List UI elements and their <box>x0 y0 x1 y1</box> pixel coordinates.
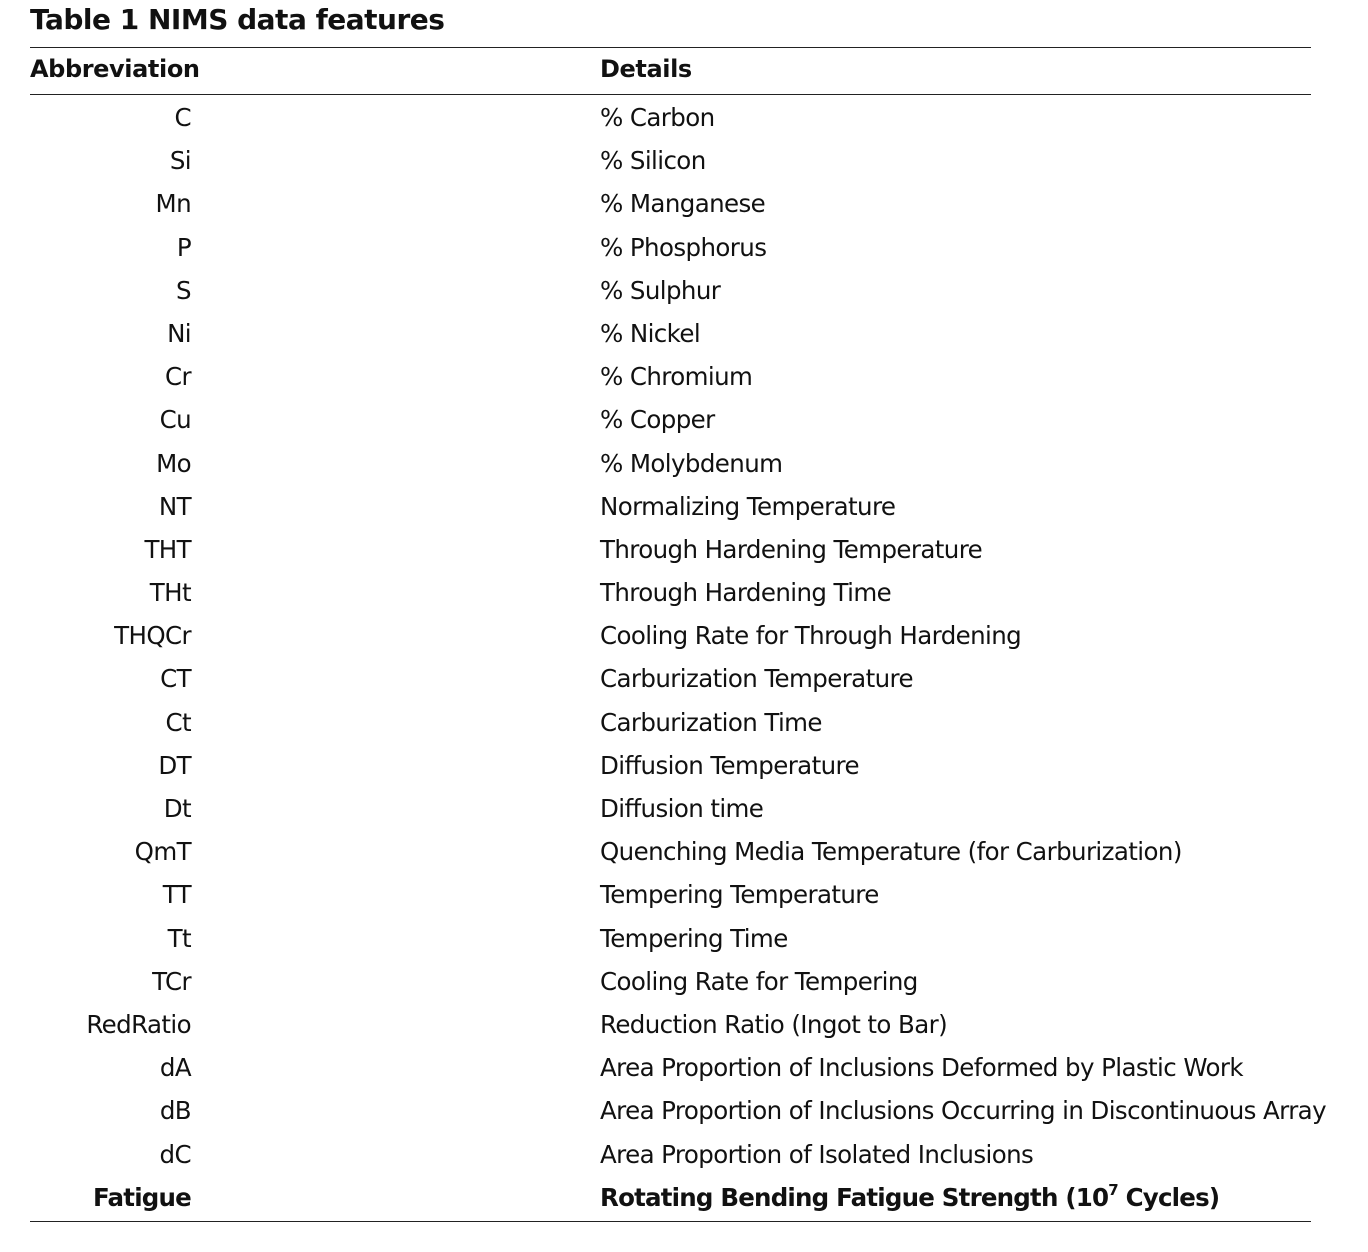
details-cell: Area Proportion of Isolated Inclusions <box>600 1139 1034 1169</box>
abbreviation-cell: Ct <box>165 707 191 737</box>
abbreviation-cell: Si <box>169 146 192 176</box>
table-row: P % Phosphorus <box>30 230 1311 273</box>
details-cell: Diffusion Temperature <box>600 750 860 780</box>
table-row: NT Normalizing Temperature <box>30 489 1311 532</box>
table-row: THT Through Hardening Temperature <box>30 532 1311 575</box>
abbreviation-cell: THT <box>144 534 191 564</box>
details-text-before: Rotating Bending Fatigue Strength (10 <box>600 1182 1109 1212</box>
details-cell: Reduction Ratio (Ingot to Bar) <box>600 1009 948 1039</box>
abbreviation-cell: TT <box>162 880 192 910</box>
table-row: TT Tempering Temperature <box>30 877 1311 920</box>
table-row: Dt Diffusion time <box>30 791 1311 834</box>
abbreviation-cell: Mn <box>155 189 192 219</box>
table-row: S % Sulphur <box>30 273 1311 316</box>
abbreviation-cell: P <box>176 232 192 262</box>
abbreviation-cell: TCr <box>152 966 192 996</box>
details-cell: Carburization Temperature <box>600 664 914 694</box>
table-row: Ni % Nickel <box>30 316 1311 359</box>
details-cell: Normalizing Temperature <box>600 491 896 521</box>
exponent: 7 <box>1108 1180 1118 1199</box>
table-row: Mo % Molybdenum <box>30 446 1311 489</box>
abbreviation-cell: Dt <box>163 794 192 823</box>
table-row: Tt Tempering Time <box>30 921 1311 964</box>
abbreviation-cell: Cr <box>165 362 192 392</box>
abbreviation-cell: CT <box>160 664 191 694</box>
table-row: QmT Quenching Media Temperature (for Carb… <box>30 834 1311 877</box>
table-row: Mn % Manganese <box>30 186 1311 229</box>
header-abbreviation: Abbreviation <box>30 55 200 83</box>
header-details: Details <box>600 55 692 83</box>
details-cell: Diffusion time <box>600 794 764 823</box>
details-cell: % Copper <box>600 405 715 435</box>
table-row: Cu % Copper <box>30 402 1311 445</box>
header-rule <box>30 94 1311 95</box>
details-cell: % Chromium <box>600 362 753 392</box>
table-row: dB Area Proportion of Inclusions Occurrin… <box>30 1093 1327 1136</box>
details-cell: Tempering Temperature <box>600 880 879 910</box>
table-row: C % Carbon <box>30 100 1311 143</box>
abbreviation-cell: dA <box>159 1053 192 1083</box>
details-cell: Through Hardening Temperature <box>600 534 983 564</box>
details-cell: Area Proportion of Inclusions Occurring … <box>600 1096 1327 1126</box>
table-row: Ct Carburization Time <box>30 705 1311 748</box>
abbreviation-cell: dC <box>159 1139 192 1169</box>
abbreviation-cell: dB <box>159 1096 192 1126</box>
details-cell: Through Hardening Time <box>600 578 892 608</box>
abbreviation-cell: C <box>174 103 191 132</box>
abbreviation-cell: S <box>176 275 192 305</box>
abbreviation-cell: QmT <box>134 837 192 867</box>
table-caption: Table 1 NIMS data features <box>30 3 445 36</box>
table-row: DT Diffusion Temperature <box>30 748 1311 791</box>
abbreviation-cell: RedRatio <box>86 1009 191 1039</box>
table-row: Si % Silicon <box>30 143 1311 186</box>
table-row: dA Area Proportion of Inclusions Deformed… <box>30 1050 1311 1093</box>
abbreviation-cell: DT <box>158 750 191 780</box>
abbreviation-cell: NT <box>158 491 192 521</box>
table-row-fatigue: Fatigue Rotating Bending Fatigue Strengt… <box>30 1180 1311 1223</box>
details-cell: % Sulphur <box>600 275 721 305</box>
details-cell: Cooling Rate for Through Hardening <box>600 621 1022 651</box>
details-cell: Quenching Media Temperature (for Carburi… <box>600 837 1182 867</box>
abbreviation-cell: Mo <box>156 448 192 478</box>
abbreviation-cell: Fatigue <box>93 1182 192 1212</box>
abbreviation-cell: Tt <box>167 923 192 953</box>
table-row: THt Through Hardening Time <box>30 575 1311 618</box>
details-cell: % Silicon <box>600 146 706 176</box>
table-body: C % Carbon Si % Silicon Mn % Manganese P % P… <box>30 100 1327 1223</box>
details-cell: Area Proportion of Inclusions Deformed b… <box>600 1053 1244 1083</box>
abbreviation-cell: THt <box>149 578 192 608</box>
table-row: RedRatio Reduction Ratio (Ingot to Bar) <box>30 1007 1311 1050</box>
details-cell: % Manganese <box>600 189 766 219</box>
table-row: Cr % Chromium <box>30 359 1311 402</box>
table-row: CT Carburization Temperature <box>30 661 1311 704</box>
details-cell: Rotating Bending Fatigue Strength (107 C… <box>600 1180 1220 1212</box>
details-cell: Cooling Rate for Tempering <box>600 966 918 996</box>
details-cell: Tempering Time <box>600 923 788 953</box>
table-row: THQCr Cooling Rate for Through Hardening <box>30 618 1311 661</box>
details-text-after: Cycles) <box>1117 1182 1220 1212</box>
details-cell: % Carbon <box>600 103 715 132</box>
abbreviation-cell: THQCr <box>114 621 191 651</box>
details-cell: % Phosphorus <box>600 232 767 262</box>
top-rule <box>30 47 1311 48</box>
abbreviation-cell: Ni <box>167 318 192 348</box>
details-cell: Carburization Time <box>600 707 823 737</box>
details-cell: % Nickel <box>600 318 701 348</box>
table-row: TCr Cooling Rate for Tempering <box>30 964 1311 1007</box>
bottom-rule <box>30 1221 1311 1222</box>
table-row: dC Area Proportion of Isolated Inclusions <box>30 1137 1311 1180</box>
abbreviation-cell: Cu <box>159 405 192 435</box>
details-cell: % Molybdenum <box>600 448 783 478</box>
